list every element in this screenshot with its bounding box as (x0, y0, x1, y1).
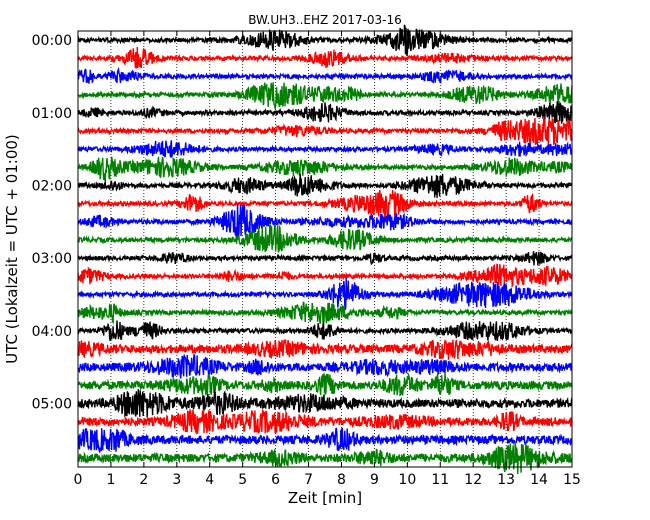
traces-layer (77, 24, 573, 475)
plot-frame (77, 30, 573, 468)
x-tick-label: 2 (139, 472, 148, 488)
x-tick-label: 0 (74, 472, 83, 488)
x-tick-label: 1 (106, 472, 115, 488)
x-tick-label: 5 (238, 472, 247, 488)
y-tick-label: 02:00 (32, 178, 72, 194)
x-tick-label: 6 (271, 472, 280, 488)
x-tick-label: 8 (337, 472, 346, 488)
trace-0445 (77, 372, 573, 397)
x-tick-label: 10 (398, 472, 416, 488)
y-axis: 00:00 01:00 02:00 03:00 04:00 05:00 (32, 33, 572, 412)
y-tick-label: 03:00 (32, 251, 72, 267)
trace-0415 (77, 339, 573, 360)
x-tick-label: 7 (304, 472, 313, 488)
trace-0230 (77, 203, 573, 239)
trace-0100 (77, 100, 573, 124)
y-tick-label: 00:00 (32, 33, 72, 49)
trace-0330 (77, 278, 573, 310)
trace-0115 (77, 116, 573, 146)
trace-0400 (77, 320, 573, 342)
x-axis-label: Zeit [min] (288, 489, 362, 507)
x-tick-label: 4 (205, 472, 214, 488)
trace-0045 (77, 82, 573, 111)
trace-0315 (77, 263, 573, 289)
trace-0530 (77, 427, 573, 454)
x-tick-label: 12 (464, 472, 482, 488)
y-tick-label: 01:00 (32, 106, 72, 122)
x-tick-label: 15 (563, 472, 581, 488)
trace-0345 (77, 301, 573, 325)
trace-0430 (77, 352, 573, 379)
trace-0000 (77, 24, 573, 56)
trace-0200 (77, 173, 573, 198)
x-axis: 0 1 2 3 4 5 6 7 8 9 10 11 12 13 14 15 (74, 31, 581, 488)
trace-0030 (77, 66, 573, 84)
trace-0545 (77, 442, 573, 475)
y-axis-label: UTC (Lokalzeit = UTC + 01:00) (3, 134, 21, 364)
x-tick-label: 9 (370, 472, 379, 488)
y-tick-label: 05:00 (32, 396, 72, 412)
trace-0500 (77, 388, 573, 418)
y-tick-label: 04:00 (32, 324, 72, 340)
chart-title: BW.UH3..EHZ 2017-03-16 (248, 13, 402, 27)
trace-0015 (77, 46, 573, 69)
trace-0145 (77, 156, 573, 182)
x-tick-label: 11 (431, 472, 449, 488)
trace-0515 (77, 408, 573, 435)
trace-0130 (77, 140, 573, 158)
x-tick-label: 14 (530, 472, 548, 488)
trace-0215 (77, 189, 573, 219)
trace-0245 (77, 223, 573, 253)
x-tick-label: 3 (172, 472, 181, 488)
trace-0300 (77, 251, 573, 266)
x-tick-label: 13 (497, 472, 515, 488)
